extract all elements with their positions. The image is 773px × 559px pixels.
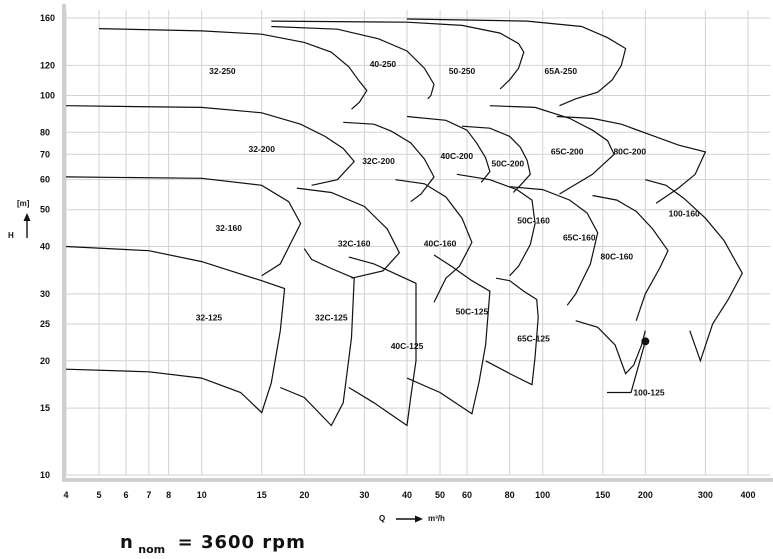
pump-curve-50c-200 <box>461 125 531 193</box>
pump-curve-50-250 <box>271 20 525 90</box>
x-tick-label: 20 <box>299 490 309 500</box>
pump-label-50c-200: 50C-200 <box>491 158 524 168</box>
pump-curve-80c-160 <box>592 194 669 321</box>
pump-curve-32-200 <box>65 105 356 186</box>
pump-curve-40-250 <box>271 25 435 100</box>
x-tick-label: 300 <box>698 490 713 500</box>
x-tick-label: 30 <box>359 490 369 500</box>
pump-label-32c-160: 32C-160 <box>338 239 371 249</box>
x-tick-label: 150 <box>595 490 610 500</box>
y-axis-arrow-icon <box>23 213 31 238</box>
pump-curve-32-160 <box>65 176 302 277</box>
y-tick-label: 100 <box>40 90 55 100</box>
pump-label-32c-200: 32C-200 <box>362 156 395 166</box>
pump-label-32c-125: 32C-125 <box>315 313 348 323</box>
x-tick-label: 4 <box>63 490 68 500</box>
x-tick-label: 6 <box>124 490 129 500</box>
x-tick-label: 5 <box>97 490 102 500</box>
x-axis-arrow-icon <box>396 515 423 523</box>
pump-curve-50c-125 <box>406 254 491 415</box>
x-tick-label: 10 <box>197 490 207 500</box>
pump-label-65c-125: 65C-125 <box>517 333 550 343</box>
pump-curve-32c-125 <box>280 248 355 427</box>
pump-curve-32-125 <box>65 245 286 414</box>
x-tick-label: 100 <box>535 490 550 500</box>
y-tick-label: 40 <box>40 242 50 252</box>
pump-label-65c-160: 65C-160 <box>563 232 596 242</box>
pump-curve-40c-125 <box>348 256 417 427</box>
y-tick-label: 20 <box>40 356 50 366</box>
y-tick-label: 15 <box>40 403 50 413</box>
pump-curve-80c-200 <box>556 115 707 204</box>
pump-model-labels: 32-125 32C-125 40C-125 50C-125 65C-125 100-12… <box>196 59 700 398</box>
y-tick-label: 10 <box>40 470 50 480</box>
x-tick-label: 80 <box>505 490 515 500</box>
y-tick-label: 50 <box>40 205 50 215</box>
pump-label-32-200: 32-200 <box>249 144 276 154</box>
pump-curve-65a-250 <box>406 18 627 107</box>
pump-label-80c-200: 80C-200 <box>613 146 646 156</box>
pump-label-40-250: 40-250 <box>370 59 397 69</box>
x-tick-label: 200 <box>638 490 653 500</box>
x-tick-label: 50 <box>435 490 445 500</box>
x-axis-unit: m³/h <box>428 514 445 523</box>
marker-leader-line <box>607 341 646 394</box>
y-tick-label: 25 <box>40 319 50 329</box>
y-tick-label: 80 <box>40 127 50 137</box>
y-tick-label: 60 <box>40 175 50 185</box>
x-tick-label: 400 <box>740 490 755 500</box>
y-tick-label: 30 <box>40 289 50 299</box>
pump-curve-100-125 <box>575 320 646 375</box>
markers <box>607 337 650 394</box>
pump-label-32-250: 32-250 <box>209 66 236 76</box>
pump-curve-32-250 <box>98 28 368 110</box>
y-tick-label: 160 <box>40 13 55 23</box>
x-tick-label: 40 <box>402 490 412 500</box>
pump-label-65c-200: 65C-200 <box>551 146 584 156</box>
x-axis-label: Q <box>379 514 385 523</box>
pump-curves <box>65 18 743 427</box>
pump-label-65a-250: 65A-250 <box>544 66 577 76</box>
pump-curve-32c-200 <box>343 121 435 203</box>
pump-label-40c-200: 40C-200 <box>441 151 474 161</box>
speed-label: n nom = 3600 rpm <box>120 532 306 557</box>
pump-curve-65c-200 <box>489 105 615 195</box>
y-axis-label: H <box>8 231 14 240</box>
pump-curve-32c-160 <box>296 187 401 279</box>
pump-label-80c-160: 80C-160 <box>601 251 634 261</box>
plot-frame-left <box>62 4 66 482</box>
pump-label-50c-160: 50C-160 <box>517 215 550 225</box>
axis-ticks: 4 5 6 7 8 10 15 20 30 40 50 60 80 100 150 200 300 400 10 15… <box>40 13 756 500</box>
pump-label-50-250: 50-250 <box>449 66 476 76</box>
pump-label-40c-160: 40C-160 <box>424 239 457 249</box>
pump-label-50c-125: 50C-125 <box>456 306 489 316</box>
x-tick-label: 60 <box>462 490 472 500</box>
y-tick-label: 120 <box>40 60 55 70</box>
pump-curve-100-160 <box>645 179 743 363</box>
pump-curve-40c-200 <box>406 115 491 183</box>
pump-curve-40c-160 <box>395 179 473 303</box>
pump-label-100-160: 100-160 <box>669 208 700 218</box>
plot-frame-bottom <box>62 478 773 482</box>
x-tick-label: 7 <box>146 490 151 500</box>
pump-label-32-125: 32-125 <box>196 313 223 323</box>
x-tick-label: 8 <box>166 490 171 500</box>
pump-label-32-160: 32-160 <box>215 223 242 233</box>
pump-label-100-125: 100-125 <box>633 387 664 397</box>
y-tick-label: 70 <box>40 149 50 159</box>
pump-curve-65c-160 <box>509 186 599 306</box>
pump-curve-50c-160 <box>456 173 536 277</box>
marker-dot <box>641 337 650 346</box>
x-tick-label: 15 <box>257 490 267 500</box>
y-axis-unit: [m] <box>17 199 30 208</box>
pump-label-40c-125: 40C-125 <box>391 341 424 351</box>
pump-curve-65c-125 <box>485 277 539 386</box>
